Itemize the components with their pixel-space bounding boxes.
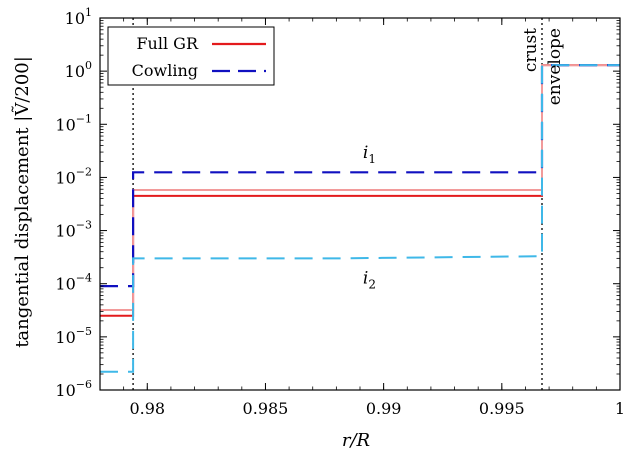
y-tick-label: 10−1 — [55, 112, 92, 134]
y-tick-label: 10−2 — [55, 165, 92, 187]
x-tick-label: 0.98 — [129, 399, 165, 418]
y-tick-label: 10−3 — [55, 219, 92, 241]
legend: Full GR Cowling — [107, 26, 275, 86]
y-tick-label: 10−4 — [55, 272, 92, 294]
region-label: envelope — [545, 28, 565, 105]
legend-label: Cowling — [132, 61, 198, 80]
y-tick-label: 100 — [65, 59, 92, 81]
legend-label: Full GR — [136, 34, 199, 53]
y-axis-title: tangential displacement |Ṽ/200| — [11, 56, 33, 348]
x-tick-label: 0.99 — [366, 399, 402, 418]
y-tick-label: 10−6 — [55, 378, 92, 400]
region-label: crust — [521, 28, 541, 72]
series-line — [100, 64, 620, 373]
curve-label: i1 — [363, 143, 376, 166]
series-group — [100, 63, 620, 373]
y-tick-label: 101 — [65, 6, 92, 28]
legend-box — [107, 26, 275, 86]
x-axis-title: r/R — [342, 430, 370, 451]
axes: 0.98 0.985 0.99 0.995 1 10−6 10−5 10−4 10−3 10−2 1… — [55, 6, 625, 418]
x-tick-label: 1 — [615, 399, 625, 418]
x-tick-label: 0.995 — [479, 399, 525, 418]
x-tick-label: 0.985 — [243, 399, 289, 418]
y-tick-label: 10−5 — [55, 325, 92, 347]
curve-label: i2 — [363, 269, 376, 292]
